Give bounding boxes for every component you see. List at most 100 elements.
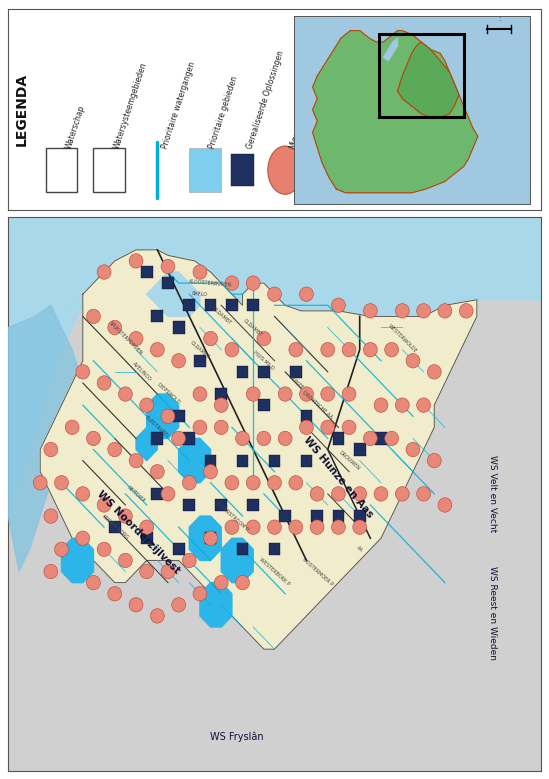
Circle shape [161,409,175,424]
Circle shape [193,587,207,601]
Circle shape [76,365,89,379]
FancyBboxPatch shape [231,154,254,186]
Polygon shape [8,272,104,516]
Polygon shape [312,30,478,192]
Text: :: : [498,16,500,23]
Circle shape [97,375,111,390]
Bar [162,277,174,289]
Circle shape [97,542,111,556]
Text: WS Hunze en Aas: WS Hunze en Aas [301,435,375,520]
Circle shape [140,564,154,579]
Bar [215,499,227,511]
Text: Watersysteemgebieden: Watersysteemgebieden [112,61,149,150]
Bar [375,432,387,445]
Circle shape [289,520,302,534]
Bar [290,366,301,378]
Circle shape [172,432,186,446]
Polygon shape [189,516,221,560]
Circle shape [395,398,409,412]
Text: DROUWEN: DROUWEN [338,450,361,471]
Text: DRENTSCHE AA: DRENTSCHE AA [301,390,333,420]
Circle shape [332,520,345,534]
Bar [183,432,195,445]
Circle shape [33,476,47,490]
Bar [301,454,312,467]
Circle shape [247,276,260,291]
Bar [173,410,184,422]
Circle shape [438,498,452,512]
Circle shape [204,531,217,545]
Text: OLDAMBT: OLDAMBT [211,306,232,326]
Text: LEGENDA: LEGENDA [14,73,29,146]
Bar [205,532,216,545]
Text: WESTERBORK P: WESTERBORK P [259,557,290,587]
Circle shape [119,387,132,401]
Circle shape [247,476,260,490]
Bar [237,366,248,378]
Bar [205,299,216,312]
Circle shape [363,432,377,446]
Circle shape [395,487,409,501]
FancyBboxPatch shape [93,148,125,192]
Bar [268,543,281,555]
Circle shape [182,476,196,490]
Circle shape [140,398,154,412]
Bar [183,499,195,511]
Circle shape [278,387,292,401]
Circle shape [374,398,388,412]
Circle shape [44,509,58,523]
Circle shape [342,420,356,435]
Polygon shape [61,538,93,583]
Polygon shape [147,394,178,439]
Ellipse shape [268,146,302,194]
Polygon shape [397,42,459,118]
Circle shape [321,420,335,435]
Circle shape [363,343,377,357]
Text: DIEPSWOLD: DIEPSWOLD [155,382,181,406]
Circle shape [385,343,399,357]
Text: WS Noorderzijlvest: WS Noorderzijlvest [96,489,182,576]
Circle shape [193,420,207,435]
Circle shape [87,576,100,590]
Circle shape [65,420,79,435]
Circle shape [417,304,430,318]
Circle shape [427,365,441,379]
Bar [248,499,259,511]
Text: WS Velt en Vecht: WS Velt en Vecht [489,455,497,533]
Circle shape [108,442,122,456]
Circle shape [267,476,282,490]
Bar [205,454,216,467]
Circle shape [129,331,143,346]
Circle shape [87,432,100,446]
Polygon shape [383,38,397,61]
Circle shape [236,576,249,590]
Bar [258,399,270,411]
Circle shape [321,343,335,357]
Bar [311,510,323,522]
Circle shape [385,432,399,446]
Circle shape [417,398,430,412]
Circle shape [289,476,302,490]
Circle shape [332,487,345,501]
Circle shape [97,265,111,279]
Bar [152,488,163,500]
Bar [173,322,184,333]
Polygon shape [200,583,232,627]
Circle shape [214,576,228,590]
Circle shape [363,304,377,318]
Circle shape [129,254,143,268]
Circle shape [353,487,367,501]
Circle shape [300,287,313,301]
Circle shape [236,432,249,446]
Circle shape [150,608,164,623]
Bar [268,454,281,467]
Text: OLDAMBT: OLDAMBT [189,340,211,360]
Polygon shape [221,538,253,583]
Bar [379,34,464,118]
Text: OLDAMBT: OLDAMBT [243,318,264,337]
Text: Migratiereknelpunten: Migratiereknelpunten [288,69,322,150]
Circle shape [172,597,186,612]
Circle shape [267,520,282,534]
Bar [109,521,121,534]
Circle shape [161,564,175,579]
